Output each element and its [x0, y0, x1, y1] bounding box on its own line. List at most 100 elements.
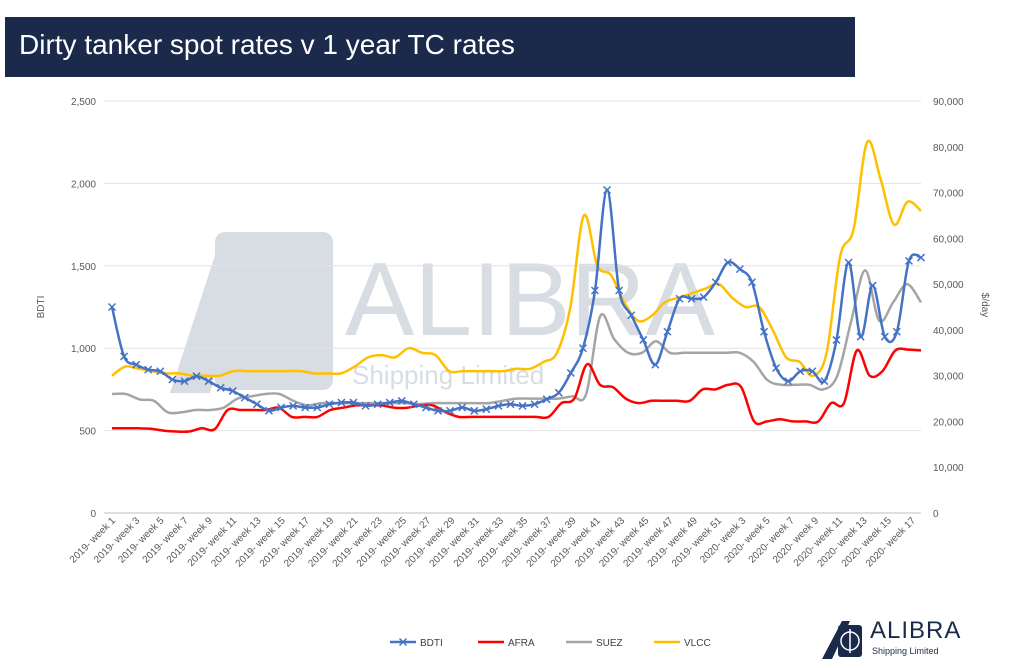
series-bdti-point — [566, 368, 575, 377]
left-tick-label: 2,500 — [71, 97, 96, 108]
series-bdti-point — [639, 335, 648, 344]
series-bdti-point — [216, 383, 225, 392]
alibra-logo: ALIBRA Shipping Limited — [820, 617, 980, 663]
series-bdti-point — [892, 327, 901, 336]
right-tick-label: 70,000 — [933, 189, 964, 200]
series-bdti-point — [325, 400, 334, 409]
series-bdti-point — [530, 400, 539, 409]
series-bdti-point — [518, 401, 527, 410]
series-bdti-point — [192, 372, 201, 381]
right-tick-label: 30,000 — [933, 372, 964, 383]
series-bdti-point — [397, 396, 406, 405]
series-afra-line — [112, 347, 922, 434]
right-tick-label: 10,000 — [933, 463, 964, 474]
left-tick-label: 1,000 — [71, 344, 96, 355]
left-axis-ticks: 0 500 1,000 1,500 2,000 2,500 — [71, 97, 96, 520]
legend-item-afra: AFRA — [478, 638, 535, 649]
series-bdti-point — [687, 294, 696, 303]
series-bdti-point — [228, 387, 237, 396]
series-bdti-point — [723, 258, 732, 267]
left-axis-title: BDTI — [36, 296, 47, 319]
legend-label-vlcc: VLCC — [684, 638, 711, 649]
series-bdti-point — [421, 403, 430, 412]
series-bdti-point — [277, 403, 286, 412]
series-bdti-point — [820, 377, 829, 386]
right-tick-label: 40,000 — [933, 326, 964, 337]
series-bdti-point — [289, 401, 298, 410]
series-bdti-point — [361, 401, 370, 410]
series-bdti-point — [651, 360, 660, 369]
series-bdti-point — [603, 185, 612, 195]
series-bdti-point — [301, 403, 310, 412]
series-bdti-point — [880, 332, 889, 341]
left-tick-label: 2,000 — [71, 179, 96, 190]
series-bdti-point — [699, 293, 708, 302]
series-bdti-point — [313, 403, 322, 412]
series-bdti-point — [627, 311, 636, 320]
series-bdti-point — [349, 398, 358, 407]
right-tick-label: 60,000 — [933, 234, 964, 245]
series-bdti-point — [904, 256, 913, 265]
series-bdti-point — [856, 332, 865, 341]
right-tick-label: 80,000 — [933, 143, 964, 154]
right-axis-title: $/day — [979, 293, 990, 317]
series-bdti-point — [784, 377, 793, 386]
legend-item-bdti: BDTI — [390, 637, 443, 649]
series-bdti-point — [615, 286, 624, 295]
series-bdti-point — [409, 400, 418, 409]
title-banner: Dirty tanker spot rates v 1 year TC rate… — [5, 17, 855, 77]
legend-item-suez: SUEZ — [566, 638, 623, 649]
series-bdti-point — [554, 388, 563, 397]
series-bdti-point — [373, 400, 382, 409]
series-bdti-point — [168, 375, 177, 384]
series-bdti-point — [868, 281, 877, 290]
left-tick-label: 1,500 — [71, 262, 96, 273]
series-bdti-point — [711, 278, 720, 287]
right-axis-ticks: 0 10,000 20,000 30,000 40,000 50,000 60,000 70,… — [933, 97, 964, 520]
series-bdti-point — [120, 352, 129, 361]
series-bdti-point — [747, 278, 756, 287]
series-bdti-point — [240, 393, 249, 402]
right-tick-label: 0 — [933, 509, 939, 520]
legend-label-afra: AFRA — [508, 638, 535, 649]
right-tick-label: 20,000 — [933, 417, 964, 428]
series-bdti-point — [264, 406, 274, 415]
series-bdti-point — [446, 406, 455, 415]
legend-label-suez: SUEZ — [596, 638, 623, 649]
series-bdti-point — [385, 398, 394, 407]
logo-emblem-icon — [822, 621, 862, 659]
legend-label-bdti: BDTI — [420, 638, 443, 649]
series-bdti-point — [506, 400, 515, 409]
logo-subtitle: Shipping Limited — [872, 646, 939, 656]
series-bdti-point — [482, 405, 491, 414]
legend: BDTI AFRA SUEZ VLCC — [390, 637, 711, 649]
series-bdti-point — [675, 294, 684, 303]
series-bdti-point — [144, 365, 153, 374]
series-bdti-point — [590, 286, 600, 295]
series-bdti-point — [494, 401, 503, 410]
series-bdti-point — [204, 377, 213, 386]
series-bdti-point — [107, 302, 117, 312]
watermark: ALIBRA Shipping Limited — [170, 232, 716, 393]
series-bdti-point — [180, 377, 189, 386]
series-suez-line — [111, 269, 923, 415]
series-layer — [107, 139, 926, 434]
series-bdti-point — [663, 327, 672, 336]
logo-name: ALIBRA — [870, 617, 962, 644]
legend-item-vlcc: VLCC — [654, 638, 711, 649]
series-bdti-point — [156, 367, 165, 376]
series-bdti-point — [772, 363, 781, 373]
series-vlcc-line — [111, 139, 922, 378]
watermark-name: ALIBRA — [345, 242, 716, 358]
series-bdti-point — [433, 406, 443, 415]
series-bdti-point — [796, 367, 805, 376]
series-bdti-point — [916, 253, 926, 262]
series-bdti-point — [808, 367, 817, 376]
series-bdti-point — [844, 258, 853, 267]
slide-title: Dirty tanker spot rates v 1 year TC rate… — [19, 29, 515, 60]
gridlines — [104, 100, 921, 432]
series-bdti-point — [470, 406, 479, 415]
series-bdti-point — [832, 335, 841, 344]
